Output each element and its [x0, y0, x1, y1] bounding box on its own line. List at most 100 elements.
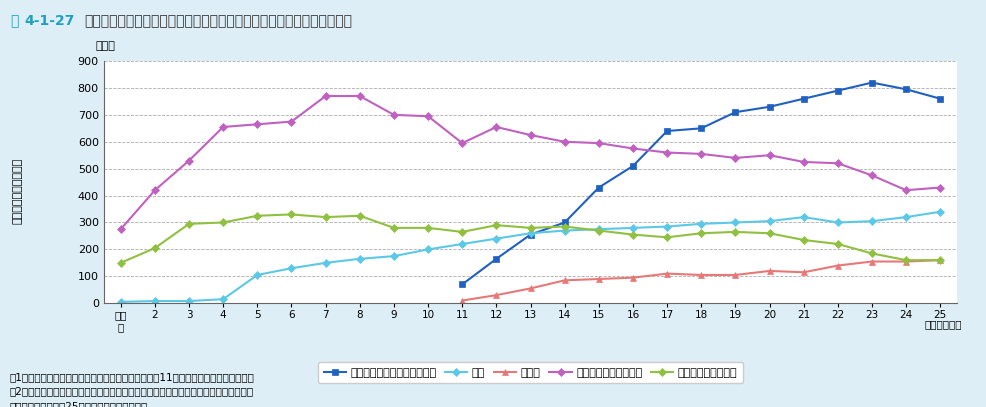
- トリクロロエチレン: [866, 251, 878, 256]
- テトラクロロエチレン: [525, 133, 536, 138]
- Text: 地下水の水質汚濁に係る環境基準の超過本数（継続監視調査）の推移: 地下水の水質汚濁に係る環境基準の超過本数（継続監視調査）の推移: [84, 14, 352, 28]
- Text: （調査年度）: （調査年度）: [924, 319, 961, 330]
- テトラクロロエチレン: [661, 150, 672, 155]
- トリクロロエチレン: [797, 238, 809, 243]
- 砒素: [456, 242, 467, 247]
- 砒素: [626, 225, 638, 230]
- ふっ素: [558, 278, 570, 283]
- トリクロロエチレン: [694, 231, 706, 236]
- 硝酸性窒素及び亜硝酸性窒素: [831, 88, 843, 93]
- テトラクロロエチレン: [934, 185, 946, 190]
- Line: 砒素: 砒素: [117, 209, 943, 305]
- テトラクロロエチレン: [763, 153, 775, 158]
- 砒素: [422, 247, 434, 252]
- トリクロロエチレン: [831, 242, 843, 247]
- ふっ素: [934, 258, 946, 263]
- 砒素: [729, 220, 740, 225]
- ふっ素: [525, 286, 536, 291]
- Text: 4-1-27: 4-1-27: [25, 14, 75, 28]
- テトラクロロエチレン: [353, 94, 365, 98]
- 硝酸性窒素及び亜硝酸性窒素: [525, 232, 536, 237]
- トリクロロエチレン: [217, 220, 229, 225]
- テトラクロロエチレン: [490, 125, 502, 129]
- テトラクロロエチレン: [797, 160, 809, 164]
- ふっ素: [456, 298, 467, 303]
- Text: 資料：環境省「平成25年度地下水質測定結果」: 資料：環境省「平成25年度地下水質測定結果」: [10, 401, 148, 407]
- テトラクロロエチレン: [694, 151, 706, 156]
- 砒素: [217, 297, 229, 302]
- ふっ素: [694, 273, 706, 278]
- ふっ素: [490, 293, 502, 298]
- テトラクロロエチレン: [114, 227, 126, 232]
- ふっ素: [899, 259, 911, 264]
- 砒素: [183, 299, 195, 304]
- トリクロロエチレン: [285, 212, 297, 217]
- テトラクロロエチレン: [866, 173, 878, 178]
- ふっ素: [866, 259, 878, 264]
- 砒素: [763, 219, 775, 223]
- テトラクロロエチレン: [319, 94, 331, 98]
- 砒素: [251, 273, 263, 278]
- ふっ素: [593, 277, 604, 282]
- Text: 図: 図: [10, 14, 18, 28]
- トリクロロエチレン: [387, 225, 399, 230]
- Text: 2：このグラフは環境基準超過井戸本数が比較的多かった項目のみ対象としている。: 2：このグラフは環境基準超過井戸本数が比較的多かった項目のみ対象としている。: [10, 387, 253, 397]
- 砒素: [114, 300, 126, 304]
- 砒素: [831, 220, 843, 225]
- ふっ素: [831, 263, 843, 268]
- 硝酸性窒素及び亜硝酸性窒素: [797, 96, 809, 101]
- トリクロロエチレン: [114, 260, 126, 265]
- テトラクロロエチレン: [626, 146, 638, 151]
- トリクロロエチレン: [626, 232, 638, 237]
- トリクロロエチレン: [251, 213, 263, 218]
- ふっ素: [626, 275, 638, 280]
- トリクロロエチレン: [934, 258, 946, 263]
- 硝酸性窒素及び亜硝酸性窒素: [866, 80, 878, 85]
- 砒素: [353, 256, 365, 261]
- ふっ素: [763, 269, 775, 274]
- 硝酸性窒素及び亜硝酸性窒素: [490, 256, 502, 261]
- 硝酸性窒素及び亜硝酸性窒素: [626, 164, 638, 168]
- 砒素: [319, 260, 331, 265]
- トリクロロエチレン: [593, 228, 604, 233]
- 硝酸性窒素及び亜硝酸性窒素: [661, 129, 672, 133]
- トリクロロエチレン: [558, 224, 570, 229]
- 硝酸性窒素及び亜硝酸性窒素: [558, 220, 570, 225]
- 砒素: [149, 299, 161, 304]
- トリクロロエチレン: [183, 221, 195, 226]
- 硝酸性窒素及び亜硝酸性窒素: [899, 87, 911, 92]
- テトラクロロエチレン: [149, 188, 161, 193]
- Line: ふっ素: ふっ素: [458, 257, 943, 303]
- 砒素: [387, 254, 399, 258]
- トリクロロエチレン: [456, 230, 467, 234]
- トリクロロエチレン: [353, 213, 365, 218]
- Legend: 硝酸性窒素及び亜硝酸性窒素, 砒素, ふっ素, テトラクロロエチレン, トリクロロエチレン: 硝酸性窒素及び亜硝酸性窒素, 砒素, ふっ素, テトラクロロエチレン, トリクロ…: [317, 362, 742, 383]
- 硝酸性窒素及び亜硝酸性窒素: [763, 104, 775, 109]
- Text: （本）: （本）: [95, 42, 114, 51]
- テトラクロロエチレン: [285, 119, 297, 124]
- ふっ素: [797, 270, 809, 275]
- テトラクロロエチレン: [183, 158, 195, 163]
- 砒素: [558, 228, 570, 233]
- Text: 環境基準超過井戸本数: 環境基準超過井戸本数: [13, 158, 23, 224]
- 砒素: [525, 231, 536, 236]
- 砒素: [694, 221, 706, 226]
- トリクロロエチレン: [729, 230, 740, 234]
- 砒素: [661, 224, 672, 229]
- Line: 硝酸性窒素及び亜硝酸性窒素: 硝酸性窒素及び亜硝酸性窒素: [458, 80, 943, 287]
- 硝酸性窒素及び亜硝酸性窒素: [456, 282, 467, 287]
- テトラクロロエチレン: [558, 139, 570, 144]
- 硝酸性窒素及び亜硝酸性窒素: [934, 96, 946, 101]
- Text: 注1：硝酸性窒素及び亜硝酸性窒素、ふっ素は、平成11年に環境基準に追加された。: 注1：硝酸性窒素及び亜硝酸性窒素、ふっ素は、平成11年に環境基準に追加された。: [10, 372, 254, 383]
- トリクロロエチレン: [525, 225, 536, 230]
- 硝酸性窒素及び亜硝酸性窒素: [694, 126, 706, 131]
- トリクロロエチレン: [149, 245, 161, 250]
- テトラクロロエチレン: [422, 114, 434, 119]
- テトラクロロエチレン: [593, 141, 604, 146]
- トリクロロエチレン: [899, 258, 911, 263]
- 砒素: [285, 266, 297, 271]
- トリクロロエチレン: [661, 235, 672, 240]
- テトラクロロエチレン: [899, 188, 911, 193]
- テトラクロロエチレン: [387, 112, 399, 117]
- テトラクロロエチレン: [729, 155, 740, 160]
